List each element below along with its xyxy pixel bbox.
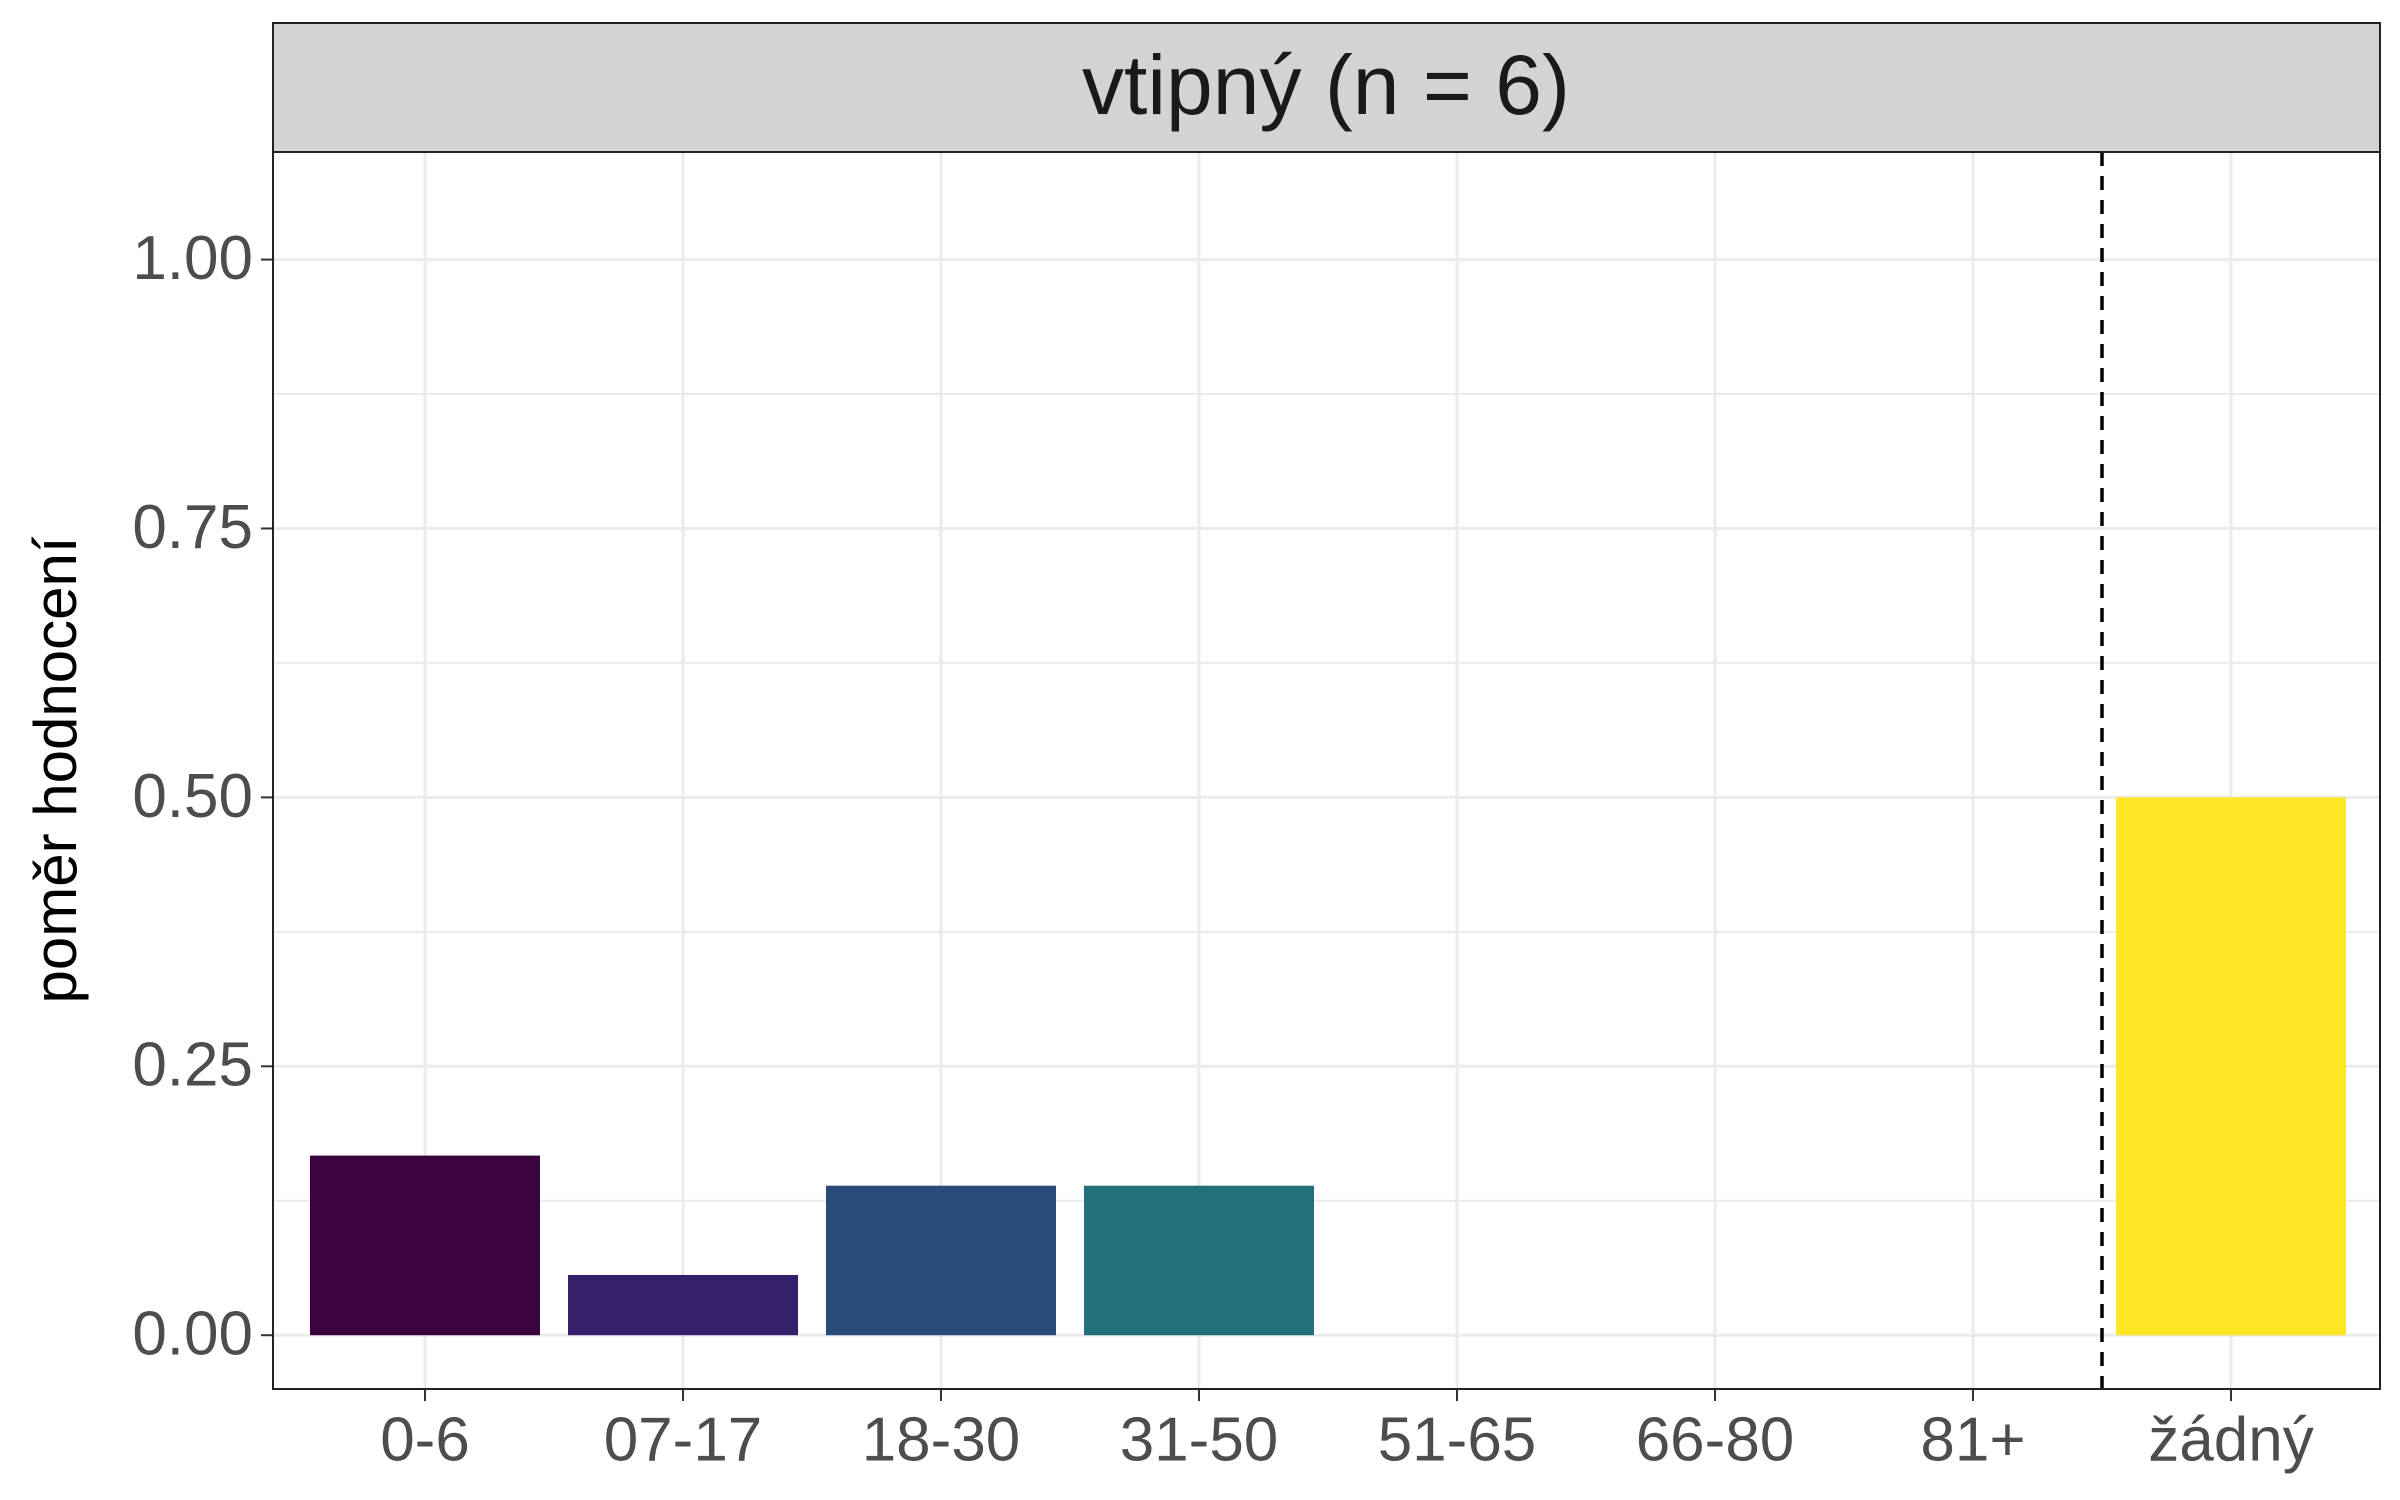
strip [272,22,2381,153]
bar [310,1155,540,1336]
x-tick-label: 81+ [1920,1405,2025,1474]
y-tick-label: 0.75 [132,493,253,562]
panel-border [272,151,2381,1390]
y-axis-label: poměr hodnocení [22,536,89,1003]
y-tick-label: 0.50 [132,762,253,831]
x-tick-label: 0-6 [380,1405,470,1474]
x-tick-label: 51-65 [1378,1405,1537,1474]
y-tick-label: 0.25 [132,1031,253,1100]
bar [568,1274,798,1336]
x-tick-label: 66-80 [1636,1405,1795,1474]
x-tick-label: žádný [2148,1405,2313,1474]
y-tick-label: 1.00 [132,224,253,293]
x-tick-label: 07-17 [604,1405,763,1474]
y-tick-label: 0.00 [132,1300,253,1369]
chart-title: vtipný (n = 6) [1082,38,1570,132]
x-tick-label: 18-30 [862,1405,1021,1474]
x-tick-label: 31-50 [1120,1405,1279,1474]
bar [2116,797,2346,1336]
bar [1084,1185,1314,1336]
panel [273,152,2380,1389]
bar [826,1185,1056,1336]
